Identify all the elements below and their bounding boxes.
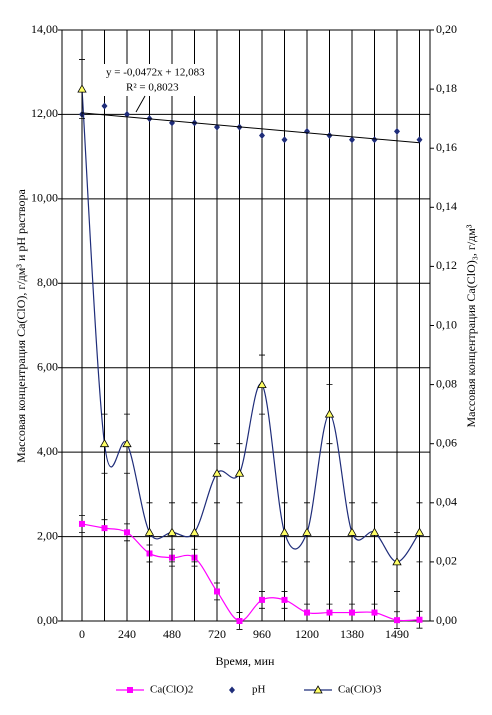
marker [371, 136, 378, 144]
marker [124, 110, 130, 118]
legend-label: pH [252, 684, 266, 696]
y2-tick-label: 0,14 [436, 199, 457, 213]
marker [394, 127, 400, 135]
y-tick-label: 14,00 [31, 22, 58, 36]
marker [326, 132, 333, 140]
y2-tick-label: 0,20 [436, 22, 457, 36]
y-tick-label: 12,00 [31, 106, 58, 120]
legend-marker [313, 685, 323, 694]
y2-tick-label: 0,04 [436, 495, 457, 509]
marker [394, 617, 400, 624]
legend-marker [127, 687, 133, 693]
marker [371, 609, 378, 616]
marker [99, 438, 110, 448]
marker [349, 609, 355, 616]
marker [349, 136, 355, 144]
marker [101, 102, 108, 110]
marker [259, 596, 265, 603]
marker [77, 84, 87, 93]
y-tick-label: 0,00 [37, 613, 58, 627]
trendline [81, 112, 420, 144]
y2-axis-title: Массовая концентрация Ca(ClO)₃, г/дм³ [464, 224, 478, 427]
marker [302, 527, 312, 536]
legend-marker [229, 686, 235, 694]
legend-label: Ca(ClO)2 [150, 684, 193, 696]
y2-tick-label: 0,08 [436, 376, 457, 390]
marker [214, 588, 220, 595]
x-tick-label: 240 [118, 627, 136, 641]
y2-tick-label: 0,18 [436, 81, 457, 95]
marker [369, 527, 380, 536]
y2-tick-label: 0,02 [436, 554, 457, 568]
y-axis-title: Массовая концентрация Ca(ClO), г/дм³ и p… [14, 188, 28, 462]
y2-tick-label: 0,06 [436, 435, 457, 449]
marker [236, 618, 243, 624]
marker [101, 525, 108, 532]
marker [414, 527, 425, 536]
marker [279, 527, 290, 536]
marker [304, 609, 310, 616]
x-tick-label: 1490 [385, 627, 409, 641]
marker [189, 527, 200, 536]
annotation-box [104, 64, 210, 96]
marker [144, 527, 155, 536]
y-tick-label: 8,00 [37, 275, 58, 289]
y-tick-label: 6,00 [37, 359, 58, 373]
marker [326, 609, 333, 616]
x-tick-label: 1200 [295, 627, 319, 641]
trend-equation: y = -0,0472x + 12,083 [106, 67, 205, 79]
marker [167, 527, 177, 536]
x-tick-label: 720 [208, 627, 226, 641]
marker [234, 468, 245, 477]
marker [392, 557, 402, 566]
x-tick-label: 1380 [340, 627, 364, 641]
marker [257, 379, 267, 388]
x-tick-label: 480 [163, 627, 181, 641]
marker [281, 136, 288, 144]
y2-tick-label: 0,12 [436, 258, 457, 272]
legend-label: Ca(ClO)3 [338, 684, 382, 696]
x-tick-label: 0 [79, 627, 85, 641]
y-tick-label: 2,00 [37, 528, 58, 542]
marker [324, 409, 335, 418]
y-tick-label: 10,00 [31, 191, 58, 205]
marker [347, 527, 357, 536]
marker [416, 616, 423, 623]
y-tick-label: 4,00 [37, 444, 58, 458]
marker [259, 132, 265, 140]
series-line [81, 523, 420, 622]
plot-area [61, 29, 431, 622]
x-axis-title: Время, мин [216, 654, 275, 668]
trend-r2: R² = 0,8023 [126, 82, 179, 94]
marker [212, 468, 222, 477]
y2-tick-label: 0,00 [436, 613, 457, 627]
marker [416, 136, 423, 144]
marker [79, 520, 85, 527]
y2-tick-label: 0,16 [436, 140, 457, 154]
marker [122, 438, 132, 448]
marker [124, 529, 130, 536]
marker [281, 596, 288, 603]
annotation-pointer [135, 95, 146, 113]
x-tick-label: 960 [253, 627, 271, 641]
y2-tick-label: 0,10 [436, 317, 457, 331]
